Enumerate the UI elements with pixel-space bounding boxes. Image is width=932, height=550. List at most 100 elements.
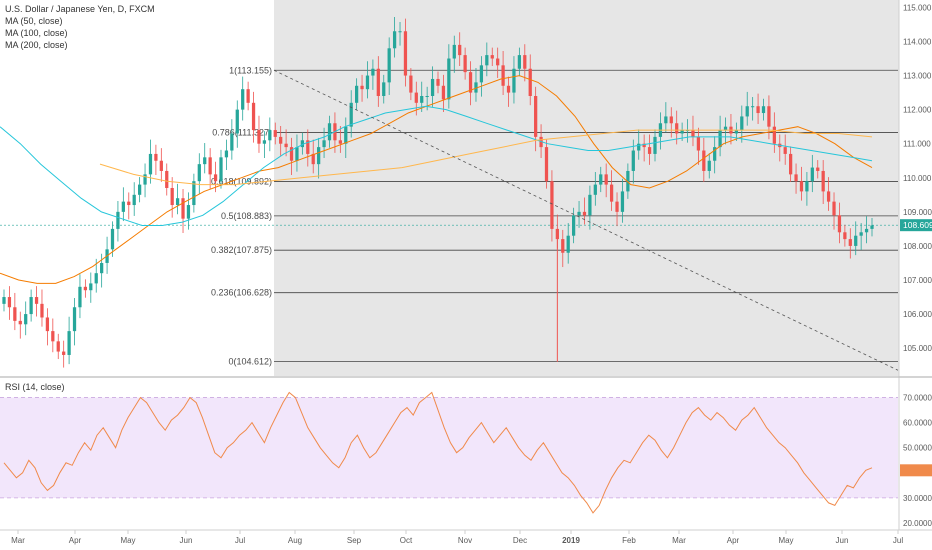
candle-up (805, 181, 809, 192)
time-tick-label: Nov (458, 536, 472, 545)
candle-up (734, 130, 739, 134)
candle-down (251, 102, 256, 131)
candle-down (7, 297, 12, 308)
candle-down (376, 68, 380, 96)
time-tick-label: May (120, 536, 135, 545)
candle-down (501, 65, 505, 86)
time-tick-label: Feb (622, 536, 636, 545)
candle-down (409, 75, 413, 93)
price-tick-label: 108.000 (903, 242, 932, 251)
fib-level-label: 0(104.612) (228, 356, 272, 366)
candle-down (246, 89, 250, 103)
ma-100-line (0, 105, 873, 226)
time-tick-label: Apr (69, 536, 82, 545)
candle-down (799, 181, 804, 192)
rsi-pane: 70.000060.000050.000040.000030.000020.00… (0, 391, 932, 528)
candle-down (837, 215, 842, 233)
candle-up (94, 273, 98, 284)
fib-level-label: 0.5(108.883) (221, 211, 272, 221)
candle-up (327, 123, 332, 141)
candle-down (360, 85, 364, 90)
candle-up (100, 262, 104, 274)
fib-level-label: 0.618(109.892) (211, 176, 272, 186)
dashed-trend-line (273, 69, 899, 371)
candle-down (544, 147, 549, 182)
price-tick-label: 107.000 (903, 276, 932, 285)
candle-down (165, 170, 169, 188)
candle-down (534, 96, 538, 137)
candle-up (577, 211, 581, 216)
rsi-tick-label: 70.0000 (903, 394, 932, 403)
candle-down (555, 228, 559, 240)
candle-down (208, 157, 212, 175)
candle-down (496, 58, 500, 66)
rsi-current-tag (900, 464, 932, 477)
candle-up (745, 106, 749, 117)
candle-up (761, 106, 766, 114)
candle-up (479, 65, 484, 83)
candle-up (143, 174, 147, 185)
candle-up (599, 174, 603, 185)
candle-down (821, 170, 825, 192)
candle-up (810, 167, 814, 182)
candle-down (170, 188, 174, 206)
moving-averages (0, 75, 873, 284)
candle-down (582, 211, 587, 216)
candle-up (707, 160, 711, 171)
time-tick-label: Sep (347, 536, 362, 545)
candle-up (78, 286, 82, 308)
candle-down (794, 174, 798, 182)
candle-up (398, 31, 402, 33)
candle-down (772, 126, 776, 144)
candle-down (62, 351, 66, 355)
rsi-tick-label: 30.0000 (903, 494, 932, 503)
candle-up (371, 68, 375, 76)
candle-down (816, 167, 820, 171)
candle-down (832, 201, 836, 216)
candle-up (723, 126, 728, 131)
price-tick-label: 106.000 (903, 310, 932, 319)
ma-200-line (99, 129, 873, 186)
candle-up (241, 89, 245, 110)
candle-up (680, 130, 684, 134)
candle-up (121, 201, 125, 212)
time-tick-label: 2019 (562, 536, 580, 545)
candle-up (354, 85, 359, 103)
candle-up (593, 184, 597, 195)
candle-down (289, 147, 294, 161)
candle-down (669, 116, 673, 124)
symbol-title: U.S. Dollar / Japanese Yen, D, FXCM (5, 4, 155, 14)
candle-up (713, 147, 717, 161)
candle-down (675, 123, 679, 134)
legend-ma-200: MA (200, close) (5, 40, 68, 50)
candle-down (463, 55, 467, 73)
candle-up (620, 191, 625, 212)
candle-down (609, 184, 614, 202)
fib-level-label: 0.382(107.875) (211, 245, 272, 255)
candle-up (664, 116, 668, 124)
candle-up (653, 136, 657, 154)
candle-down (550, 181, 554, 229)
candle-up (2, 297, 6, 304)
candle-up (485, 55, 489, 66)
candle-up (344, 126, 348, 144)
candle-down (154, 153, 158, 161)
candle-down (403, 31, 408, 76)
candle-down (843, 232, 847, 240)
legend-ma-50: MA (50, close) (5, 16, 63, 26)
candle-up (870, 225, 874, 229)
candle-down (279, 136, 283, 144)
price-tick-label: 110.000 (903, 174, 932, 183)
candle-up (197, 164, 201, 182)
candle-down (257, 130, 261, 144)
candle-up (751, 106, 755, 108)
candle-up (365, 75, 370, 90)
candle-down (181, 198, 185, 219)
candle-down (414, 92, 418, 103)
candle-up (420, 96, 424, 103)
candle-down (56, 341, 60, 352)
candle-down (159, 160, 163, 171)
candle-up (203, 157, 207, 165)
candle-up (219, 157, 223, 182)
